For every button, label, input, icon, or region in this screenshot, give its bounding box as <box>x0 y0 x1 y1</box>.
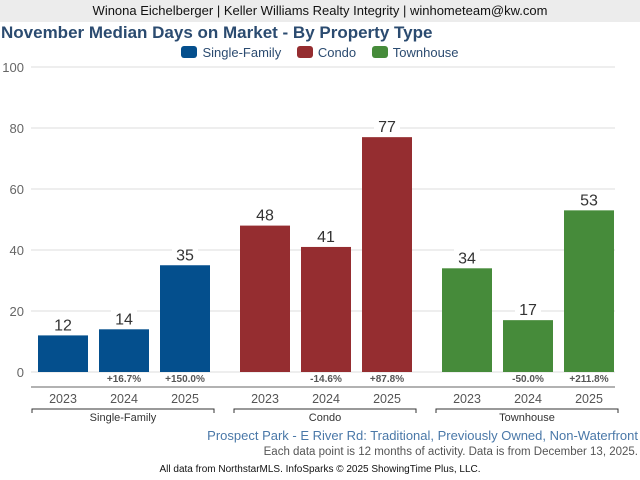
value-label: 35 <box>176 247 194 264</box>
value-label-bg <box>111 309 137 328</box>
change-label: -14.6% <box>310 374 342 385</box>
bar <box>240 225 290 372</box>
group-bracket <box>233 408 417 413</box>
y-tick-label: 20 <box>10 304 24 319</box>
x-tick-label: 2025 <box>373 392 401 406</box>
value-label: 34 <box>458 250 476 267</box>
legend-item-single-family[interactable]: Single-Family <box>181 45 281 60</box>
value-label: 12 <box>54 317 72 334</box>
value-label-bg <box>50 315 76 334</box>
legend-label: Condo <box>317 45 357 60</box>
value-label-bg <box>454 248 480 267</box>
y-tick-label: 0 <box>17 365 24 380</box>
value-label-bg <box>252 205 278 224</box>
value-label: 77 <box>378 119 396 136</box>
y-tick-label: 80 <box>10 121 24 136</box>
legend-item-townhouse[interactable]: Townhouse <box>371 45 459 60</box>
change-label: +16.7% <box>107 374 141 385</box>
bar <box>301 246 351 372</box>
group-bracket <box>435 408 619 413</box>
change-label: -50.0% <box>512 374 544 385</box>
x-tick-label: 2023 <box>453 392 481 406</box>
bar <box>503 320 553 372</box>
x-tick-label: 2025 <box>171 392 199 406</box>
group-label: Townhouse <box>499 412 555 424</box>
value-label: 41 <box>317 229 335 246</box>
value-label: 53 <box>580 192 598 209</box>
group-bracket <box>31 408 215 413</box>
change-label: +150.0% <box>165 374 205 385</box>
value-label-bg <box>515 300 541 319</box>
value-label-bg <box>172 245 198 264</box>
bar <box>160 265 210 372</box>
x-tick-label: 2025 <box>575 392 603 406</box>
value-label-bg <box>576 190 602 209</box>
data-note: Each data point is 12 months of activity… <box>263 446 638 458</box>
x-tick-label: 2024 <box>110 392 138 406</box>
x-tick-label: 2023 <box>49 392 77 406</box>
bar <box>38 335 88 372</box>
chart-subtitle: Prospect Park - E River Rd: Traditional,… <box>207 428 638 443</box>
bar <box>564 210 614 372</box>
change-label: +211.8% <box>569 374 608 385</box>
legend-label: Single-Family <box>202 45 282 60</box>
legend-swatch-single-family <box>181 46 198 58</box>
agent-header: Winona Eichelberger | Keller Williams Re… <box>0 0 640 22</box>
bar <box>442 268 492 372</box>
y-tick-label: 40 <box>10 243 24 258</box>
value-label-bg <box>313 226 339 245</box>
bar <box>99 329 149 372</box>
chart-legend: Single-Family Condo Townhouse <box>0 45 640 60</box>
legend-swatch-townhouse <box>371 46 388 58</box>
y-tick-label: 100 <box>2 60 24 75</box>
value-label-bg <box>374 117 400 136</box>
value-label: 17 <box>519 302 537 319</box>
group-label: Condo <box>309 412 341 424</box>
legend-swatch-condo <box>296 46 313 58</box>
group-label: Single-Family <box>90 412 157 424</box>
bar <box>362 137 412 372</box>
data-source: All data from NorthstarMLS. InfoSparks ©… <box>159 464 481 475</box>
y-tick-label: 60 <box>10 182 24 197</box>
value-label: 48 <box>256 208 274 225</box>
x-tick-label: 2023 <box>251 392 279 406</box>
bar-chart: 0 20 40 60 80 100 12 2023 14 +16.7% 2024 35 +150.0% 2… <box>2 60 619 424</box>
legend-item-condo[interactable]: Condo <box>296 45 357 60</box>
chart-title: November Median Days on Market - By Prop… <box>1 23 433 42</box>
x-tick-label: 2024 <box>514 392 542 406</box>
value-label: 14 <box>115 311 133 328</box>
change-label: +87.8% <box>370 374 404 385</box>
legend-label: Townhouse <box>392 45 459 60</box>
x-tick-label: 2024 <box>312 392 340 406</box>
